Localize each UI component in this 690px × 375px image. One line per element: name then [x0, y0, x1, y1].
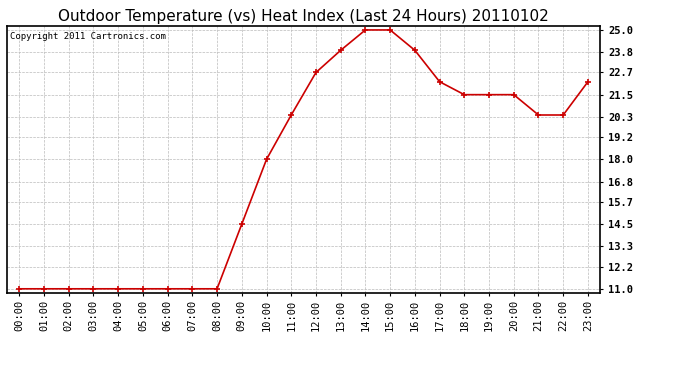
Text: Copyright 2011 Cartronics.com: Copyright 2011 Cartronics.com: [10, 32, 166, 40]
Title: Outdoor Temperature (vs) Heat Index (Last 24 Hours) 20110102: Outdoor Temperature (vs) Heat Index (Las…: [58, 9, 549, 24]
